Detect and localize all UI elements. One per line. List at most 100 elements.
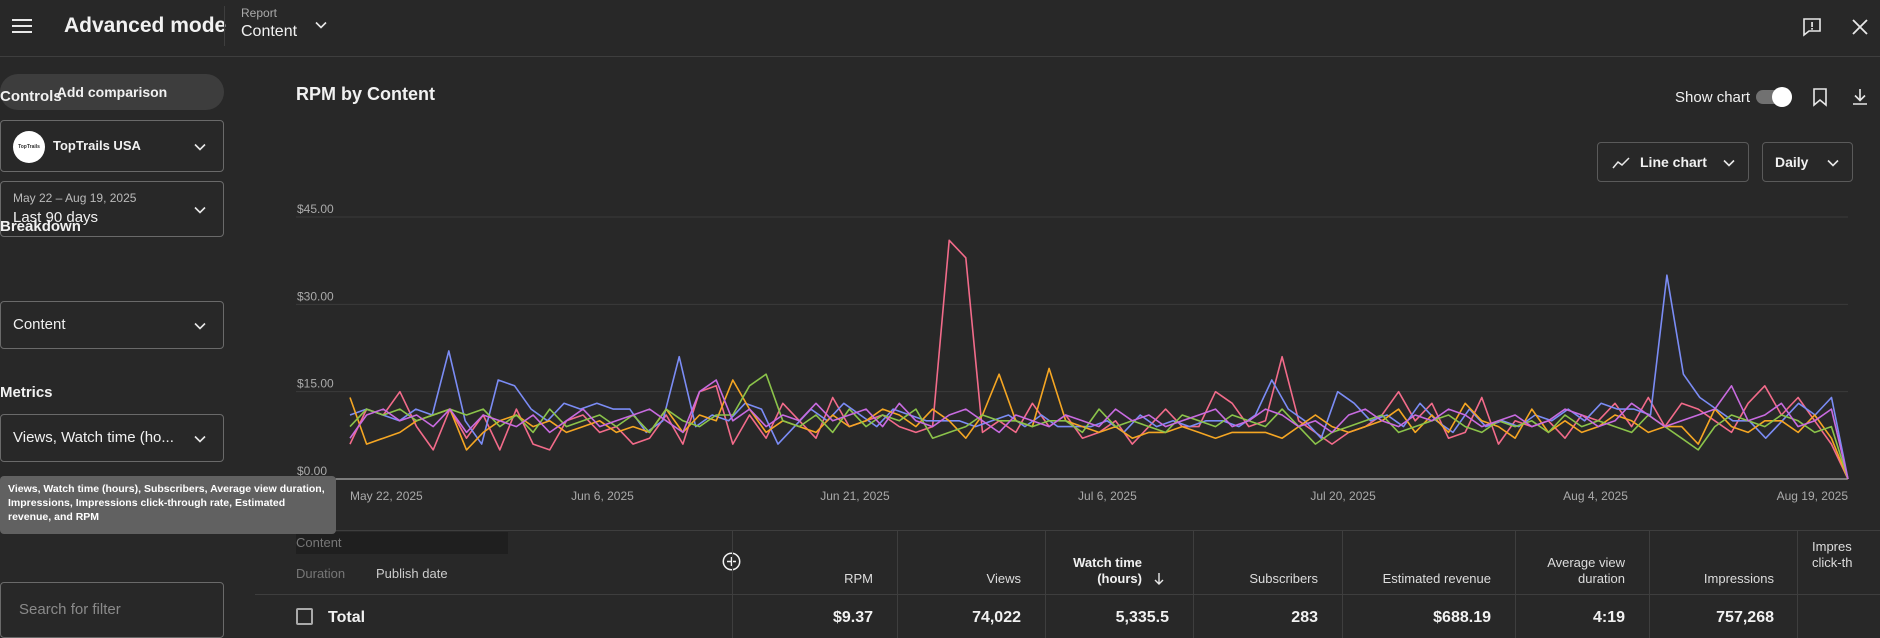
total-cell-7: 757,268 <box>1716 609 1774 626</box>
report-label: Report <box>241 6 278 20</box>
report-value: Content <box>241 23 298 40</box>
total-row-checkbox[interactable] <box>296 608 313 625</box>
date-range-sub: May 22 – Aug 19, 2025 <box>13 191 137 205</box>
column-separator <box>1045 530 1046 638</box>
chevron-down-icon <box>194 435 206 443</box>
total-cell-4: 283 <box>1291 609 1318 626</box>
total-cell-2: 74,022 <box>972 609 1021 626</box>
chart-title: RPM by Content <box>296 84 435 104</box>
column-separator <box>1342 530 1343 638</box>
series-line-5 <box>349 379 1849 480</box>
x-tick-label: Jun 21, 2025 <box>820 489 890 503</box>
x-tick-label: Aug 19, 2025 <box>1777 489 1849 503</box>
breakdown-label: Breakdown <box>0 218 81 235</box>
avatar: TopTrails <box>13 131 45 163</box>
total-cell-1: $9.37 <box>832 609 873 626</box>
add-comparison-button[interactable]: Add comparison <box>0 74 224 110</box>
duration-column-header[interactable]: Duration <box>296 566 346 581</box>
series-line-2 <box>349 274 1849 480</box>
download-icon[interactable] <box>1849 86 1871 108</box>
x-tick-label: Jul 20, 2025 <box>1310 489 1376 503</box>
column-header-5[interactable]: Estimated revenue <box>1291 571 1491 587</box>
metrics-value: Views, Watch time (ho... <box>13 429 174 446</box>
feedback-icon[interactable] <box>1801 16 1823 38</box>
chevron-down-icon <box>194 143 206 151</box>
series-line-4 <box>349 373 1849 480</box>
chevron-down-icon <box>1723 159 1735 167</box>
date-range-value: Last 90 days <box>13 209 99 226</box>
menu-icon[interactable] <box>12 16 32 36</box>
column-header-line: Watch time <box>1073 555 1142 570</box>
column-header-line: Impressions <box>1703 571 1774 586</box>
chart-type-label: Line chart <box>1640 154 1707 170</box>
chevron-down-icon <box>194 322 206 330</box>
column-separator <box>732 530 733 638</box>
y-tick-label: $45.00 <box>297 202 334 216</box>
metrics-select[interactable]: Views, Watch time (ho... <box>0 414 224 462</box>
table-header-row <box>255 530 1880 594</box>
column-header-2[interactable]: Views <box>821 571 1021 587</box>
column-header-line: click-th <box>1812 555 1853 570</box>
column-header-line: Estimated revenue <box>1382 571 1491 586</box>
y-tick-label: $15.00 <box>297 377 334 391</box>
column-separator <box>1515 530 1516 638</box>
header-divider <box>224 6 225 46</box>
column-header-line: RPM <box>844 571 873 586</box>
metrics-tooltip: Views, Watch time (hours), Subscribers, … <box>0 476 336 534</box>
content-header-bg <box>296 532 508 554</box>
publish-date-column-header[interactable]: Publish date <box>376 566 448 581</box>
channel-name: TopTrails USA <box>53 138 141 153</box>
sidebar: Add comparison Controls TopTrails TopTra… <box>0 0 225 638</box>
toggle-knob <box>1772 87 1792 107</box>
series-line-1 <box>349 239 1849 480</box>
total-cell-6: 4:19 <box>1592 609 1625 626</box>
controls-label: Controls <box>0 88 62 105</box>
date-range-select[interactable]: May 22 – Aug 19, 2025 Last 90 days <box>0 181 224 237</box>
search-filter-input[interactable] <box>0 582 224 638</box>
chevron-down-icon[interactable] <box>314 18 328 32</box>
report-selector[interactable]: Report Content <box>241 6 297 41</box>
total-cell-5: $688.19 <box>1433 609 1491 626</box>
channel-select[interactable]: TopTrails TopTrails USA <box>0 120 224 172</box>
chart-type-select[interactable]: Line chart <box>1597 142 1749 182</box>
column-separator <box>897 530 898 638</box>
y-tick-label: $30.00 <box>297 289 334 303</box>
total-cell-3: 5,335.5 <box>1115 609 1169 626</box>
column-header-3[interactable]: Watch time (hours) <box>942 555 1142 587</box>
column-header-line: duration <box>1578 571 1625 586</box>
total-label: Total <box>328 609 366 626</box>
column-separator <box>1193 530 1194 638</box>
show-chart-label: Show chart <box>1675 89 1751 106</box>
column-header-8[interactable]: Impres click-th <box>1800 539 1880 571</box>
column-separator <box>1649 530 1650 638</box>
metrics-label: Metrics <box>0 384 53 401</box>
column-header-4[interactable]: Subscribers <box>1118 571 1318 587</box>
interval-select[interactable]: Daily <box>1762 142 1853 182</box>
avatar-logo-text: TopTrails <box>18 144 40 150</box>
top-header: Advanced mode Report Content <box>0 0 1880 57</box>
column-header-line: Subscribers <box>1249 571 1318 586</box>
interval-label: Daily <box>1775 154 1809 170</box>
x-tick-label: Aug 4, 2025 <box>1563 489 1628 503</box>
column-header-line: Average view <box>1547 555 1625 570</box>
x-tick-label: Jul 6, 2025 <box>1078 489 1137 503</box>
table-row <box>255 594 1880 638</box>
column-header-7[interactable]: Impressions <box>1574 571 1774 587</box>
breakdown-select[interactable]: Content <box>0 301 224 349</box>
column-header-line: Impres <box>1812 539 1852 554</box>
content-column-header[interactable]: Content <box>296 535 342 550</box>
x-tick-label: Jun 6, 2025 <box>571 489 634 503</box>
page-title: Advanced mode <box>64 14 227 37</box>
column-separator <box>1797 530 1798 638</box>
chevron-down-icon <box>1827 159 1839 167</box>
sort-down-icon[interactable] <box>1153 572 1165 586</box>
bookmark-icon[interactable] <box>1809 86 1831 108</box>
add-column-icon[interactable] <box>722 552 741 571</box>
x-tick-label: May 22, 2025 <box>350 489 423 503</box>
column-header-6[interactable]: Average view duration <box>1425 555 1625 587</box>
chevron-down-icon <box>194 206 206 214</box>
column-header-1[interactable]: RPM <box>673 571 873 587</box>
close-icon[interactable] <box>1849 16 1871 38</box>
show-chart-toggle[interactable] <box>1756 87 1792 107</box>
column-header-line: (hours) <box>1097 571 1142 586</box>
